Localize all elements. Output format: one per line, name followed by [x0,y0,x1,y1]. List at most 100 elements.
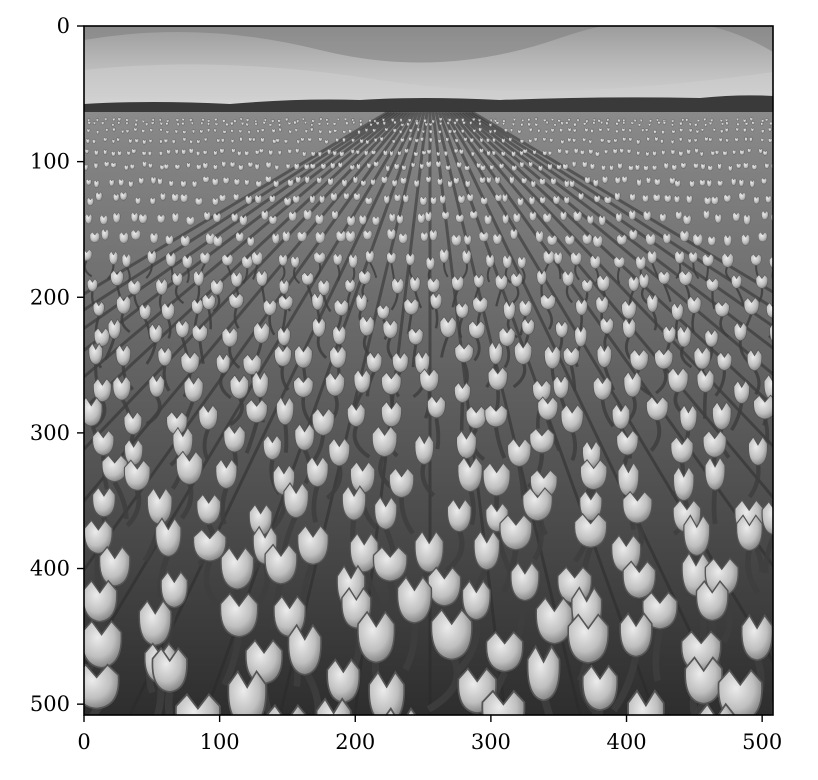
tulip-leaf [426,652,461,713]
tulip-bud [176,121,180,127]
tulip-bud [609,164,614,172]
tulip-bud [678,150,684,157]
tulip-leaf [84,260,93,278]
tulip-bud [124,438,144,466]
tulip-bud [615,212,623,223]
tulip-bud [547,163,553,171]
tulip-bud [362,229,373,241]
tulip-bud [337,161,343,169]
tulip-bud [658,270,671,285]
tulip-bud [478,118,482,122]
tulip-bud [534,122,539,127]
tulip-bud [182,136,187,142]
tulip-bud [349,460,376,494]
y-axis: 0 100 200 300 400 500 [30,14,84,716]
tulip-bud [238,129,243,134]
tulip-leaf [352,425,371,459]
tulip-bud [766,302,773,319]
tulip-bud [686,194,693,204]
tulip-bud [230,138,235,144]
tulip-bud [447,179,453,189]
tulip-bud [639,118,643,123]
tulip-bud [118,231,129,244]
tulip-bud [546,234,558,246]
tulip-bud [439,316,457,338]
tulip-bud [527,117,531,122]
tulip-bud [393,162,400,171]
tulip-bud [342,137,346,143]
tulip-bud [380,400,402,428]
tulip-bud [461,128,465,134]
tulip-bud [590,128,594,134]
tulip-bud [382,319,399,339]
tulip-bud [472,117,476,122]
tulip-bud [397,150,402,156]
tulip-bud [436,151,441,157]
tulip-bud [443,150,449,157]
tulip-bud [88,342,103,365]
tulip-bud [317,279,331,296]
tulip-bud [586,214,595,225]
tulip-leaf [787,451,797,485]
tulip-bud [786,425,806,452]
tulip-bud [277,326,291,347]
tulip-bud [399,129,403,135]
tulip-leaf [714,370,727,397]
tulip-bud [636,150,641,156]
tulip-bud [736,117,739,122]
field-row-line [471,110,773,294]
tulip-bud [95,117,99,123]
tulip-bud [628,228,638,241]
tulip-leaf [795,547,800,591]
tulip-bud [273,179,280,188]
tulip-bud [776,177,781,184]
tulip-bud [671,129,676,134]
tulip-bud [714,213,722,224]
tulip-bud [419,162,425,170]
tulip-bud [694,122,698,128]
tulip-bud [596,344,612,368]
tulip-bud [296,230,308,242]
tulip-bud [768,127,772,132]
tulip-bud [306,455,329,488]
tulip-bud [271,232,280,245]
tulip-bud [331,209,339,220]
tulip-bud [704,122,708,127]
tulip-bud [198,404,218,431]
tulip-bud [572,128,577,133]
tulip-bud [415,120,419,126]
tulip-bud [589,254,601,269]
tulip-leaf [705,265,710,282]
tulip-leaf [198,341,205,365]
tulip-bud [502,254,513,269]
tulip-bud [431,119,435,124]
tulip-bud [613,138,618,143]
tulip-bud [553,251,563,265]
tulip-bud [147,150,152,157]
tulip-bud [671,163,678,171]
tulip-bud [161,302,175,320]
tulip-bud [112,193,120,202]
tulip-bud [724,127,729,133]
tulip-bud [225,122,229,127]
tulip-leaf [244,422,259,454]
tulip-bud [276,396,295,426]
tulip-bud [134,118,139,123]
tulip-bud [628,164,634,172]
tulip-leaf [652,629,664,682]
tree-line [84,95,773,114]
tulip-leaf [390,263,395,280]
tulip-bud [426,148,432,155]
tulip-bud [364,196,373,205]
tulip-bud [332,150,338,157]
tulip-bud [254,194,263,204]
tulip-bud [389,150,394,157]
tulip-bud [540,293,556,310]
tulip-bud [605,120,609,126]
tulip-bud [498,162,505,170]
tulip-bud [746,349,763,372]
tulip-bud [747,147,752,154]
tulip-bud [455,302,469,319]
tulip-bud [723,193,732,203]
tulip-bud [125,121,129,126]
